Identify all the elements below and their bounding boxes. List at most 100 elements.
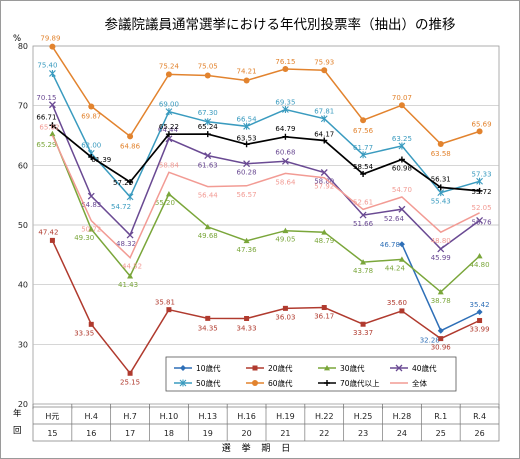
x-tick-label: R.4 <box>473 412 486 421</box>
kai-label: 24 <box>397 429 407 438</box>
series-line <box>51 240 480 375</box>
data-point <box>165 131 172 138</box>
data-label: 67.81 <box>314 108 334 116</box>
plot-area: 46.78 32.28 35.42 47.42 33.35 25.15 35.81 34.35… <box>36 35 492 387</box>
data-point <box>88 321 94 327</box>
data-label: 62.00 <box>81 141 101 149</box>
series-line <box>51 46 480 145</box>
data-label: 52.05 <box>472 204 492 212</box>
data-label: 55.20 <box>155 199 175 207</box>
x-tick-label: H.22 <box>315 412 334 421</box>
data-point <box>359 211 367 219</box>
data-point <box>282 106 289 114</box>
data-point <box>49 69 56 77</box>
data-point <box>243 141 250 148</box>
series-line <box>51 104 481 250</box>
legend-item: 20歳代 <box>246 363 293 373</box>
data-point <box>166 307 172 313</box>
data-label: 58.64 <box>275 178 296 186</box>
data-label: 65.69 <box>472 120 492 128</box>
data-point <box>398 156 405 163</box>
kai-label: 15 <box>47 429 57 438</box>
data-point <box>476 177 483 185</box>
data-label: 75.93 <box>314 58 334 66</box>
legend-label: 50歳代 <box>196 378 221 388</box>
data-label: 50.72 <box>81 226 101 234</box>
series-全体: 65.02 50.72 44.52 58.84 56.44 56.57 58.64 57.92… <box>39 123 491 270</box>
data-label: 33.99 <box>470 326 490 334</box>
data-point <box>204 223 211 230</box>
data-point <box>437 327 444 334</box>
data-label: 74.21 <box>237 68 257 76</box>
data-label: 34.35 <box>198 324 218 332</box>
kai-label: 16 <box>86 429 96 438</box>
legend-item: 全体 <box>390 378 427 388</box>
data-label: 66.71 <box>36 113 56 121</box>
data-label: 70.15 <box>36 94 56 102</box>
data-label: 63.53 <box>237 134 257 142</box>
legend-item: 60歳代 <box>246 378 293 388</box>
data-label: 25.15 <box>120 378 140 386</box>
data-label: 64.17 <box>314 130 334 138</box>
data-point <box>399 308 405 314</box>
legend-item: 40歳代 <box>390 363 437 373</box>
data-point <box>243 122 250 130</box>
data-label: 60.68 <box>275 148 295 156</box>
legend-label: 60歳代 <box>268 378 293 388</box>
legend-item: 70歳代以上 <box>318 378 380 388</box>
data-label: 54.70 <box>392 186 412 194</box>
legend-label: 30歳代 <box>340 363 365 373</box>
y-tick-label: 50 <box>18 221 28 230</box>
data-label: 67.30 <box>198 109 218 117</box>
series-10歳代: 46.78 32.28 35.42 <box>380 241 490 345</box>
x-axis-label: 選 挙 期 日 <box>222 442 295 454</box>
series-30歳代: 65.29 49.30 41.43 55.20 49.68 47.36 49.05 48.79… <box>36 130 490 305</box>
data-label: 70.07 <box>392 94 412 102</box>
data-point <box>476 187 483 194</box>
data-point <box>49 237 55 243</box>
y-tick-label: 70 <box>18 102 28 111</box>
data-label: 75.24 <box>159 62 180 70</box>
data-label: 48.32 <box>116 240 136 248</box>
data-label: 35.81 <box>155 299 175 307</box>
data-point <box>321 305 327 311</box>
data-point <box>437 245 445 253</box>
kai-label: 21 <box>280 429 290 438</box>
x-tick-label: H.19 <box>276 412 295 421</box>
data-label: 69.00 <box>159 101 179 109</box>
data-point <box>398 205 406 213</box>
data-label: 47.42 <box>38 228 58 236</box>
legend-marker <box>395 364 403 372</box>
data-point <box>165 71 172 78</box>
legend-label: 10歳代 <box>196 363 221 373</box>
legend-marker <box>324 365 330 371</box>
y-tick-label: 30 <box>18 340 28 349</box>
data-label: 65.22 <box>159 123 179 131</box>
data-label: 56.31 <box>431 175 451 183</box>
data-label: 60.98 <box>392 164 412 172</box>
y-tick-label: 20 <box>18 400 28 409</box>
data-point <box>282 65 289 72</box>
kai-label: 25 <box>436 429 446 438</box>
kai-label: 20 <box>241 429 251 438</box>
data-point <box>127 273 134 279</box>
data-point <box>398 142 406 150</box>
data-label: 69.87 <box>81 112 101 120</box>
x-tick-label: H.28 <box>393 412 412 421</box>
legend-marker <box>252 365 258 371</box>
data-label: 64.79 <box>275 125 295 133</box>
data-point <box>88 103 95 110</box>
data-point <box>321 229 328 235</box>
data-point <box>282 227 289 234</box>
legend-marker <box>180 365 186 371</box>
data-label: 58.80 <box>314 177 334 185</box>
chart-title: 参議院議員通常選挙における年代別投票率（抽出）の推移 <box>105 16 456 33</box>
x-tick-label: R.1 <box>434 412 447 421</box>
data-label: 52.61 <box>353 198 373 206</box>
data-label: 36.03 <box>275 313 295 321</box>
data-point <box>437 140 444 147</box>
data-point <box>476 128 483 135</box>
legend-item: 50歳代 <box>174 378 221 388</box>
data-point <box>282 133 289 140</box>
